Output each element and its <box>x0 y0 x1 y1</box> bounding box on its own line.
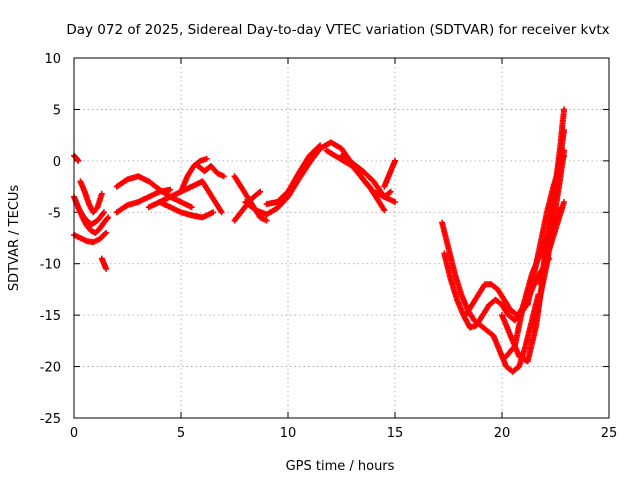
tick-labels: 0 5 10 15 20 25 -25 -20 -15 -10 -5 0 5 10 <box>40 52 618 441</box>
data-point <box>317 142 324 149</box>
x-tick-label: 20 <box>494 426 511 441</box>
data-point <box>257 188 264 195</box>
data-point <box>210 209 217 216</box>
x-tick-label: 10 <box>280 426 297 441</box>
data-point <box>561 152 568 159</box>
series-16 <box>263 142 324 208</box>
axis-ticks <box>73 57 610 419</box>
series-5 <box>98 255 110 272</box>
series-2 <box>71 229 110 246</box>
data-point <box>75 157 82 164</box>
y-tick-label: -15 <box>40 309 61 324</box>
series-18 <box>338 152 398 205</box>
data-point <box>392 157 398 164</box>
plot-frame <box>73 57 610 419</box>
series-28 <box>524 152 568 308</box>
y-tick-label: -10 <box>40 258 61 273</box>
series-19 <box>381 157 398 190</box>
series-1 <box>71 193 112 236</box>
y-tick-label: 5 <box>53 103 61 118</box>
data-point <box>561 147 568 154</box>
data-point <box>561 127 568 133</box>
data-points <box>71 106 568 375</box>
series-11 <box>199 178 225 216</box>
y-tick-label: -20 <box>40 361 61 376</box>
data-point <box>218 209 225 216</box>
series-4 <box>77 178 105 216</box>
grid <box>74 58 609 418</box>
data-point <box>387 188 394 195</box>
series-12 <box>195 163 227 180</box>
data-point <box>103 265 110 272</box>
y-tick-label: 10 <box>44 52 61 67</box>
y-tick-label: 0 <box>53 155 61 170</box>
data-point <box>167 186 174 193</box>
series-3 <box>75 205 107 228</box>
data-point <box>105 214 112 221</box>
y-axis-label: SDTVAR / TECUs <box>7 185 22 292</box>
y-tick-label: -5 <box>48 206 61 221</box>
chart-title: Day 072 of 2025, Sidereal Day-to-day VTE… <box>66 22 609 38</box>
data-point <box>381 207 388 214</box>
data-point <box>263 217 270 224</box>
x-tick-label: 0 <box>70 426 78 441</box>
data-point <box>392 199 398 205</box>
series-10 <box>178 155 210 195</box>
x-tick-label: 5 <box>177 426 185 441</box>
data-point <box>188 204 195 211</box>
series-26 <box>531 147 568 329</box>
data-point <box>561 106 568 113</box>
x-axis-label: GPS time / hours <box>286 459 395 474</box>
data-point <box>100 209 107 216</box>
x-tick-label: 15 <box>387 426 404 441</box>
data-point <box>561 199 568 205</box>
data-point <box>315 143 322 150</box>
series-17 <box>323 147 388 214</box>
series-27 <box>541 199 568 267</box>
x-tick-label: 25 <box>601 426 618 441</box>
data-point <box>103 229 110 236</box>
data-point <box>220 173 227 180</box>
y-tick-label: -25 <box>40 412 61 427</box>
series-9 <box>156 199 217 221</box>
data-point <box>203 155 210 162</box>
data-point <box>98 190 105 197</box>
series-0 <box>71 152 82 164</box>
